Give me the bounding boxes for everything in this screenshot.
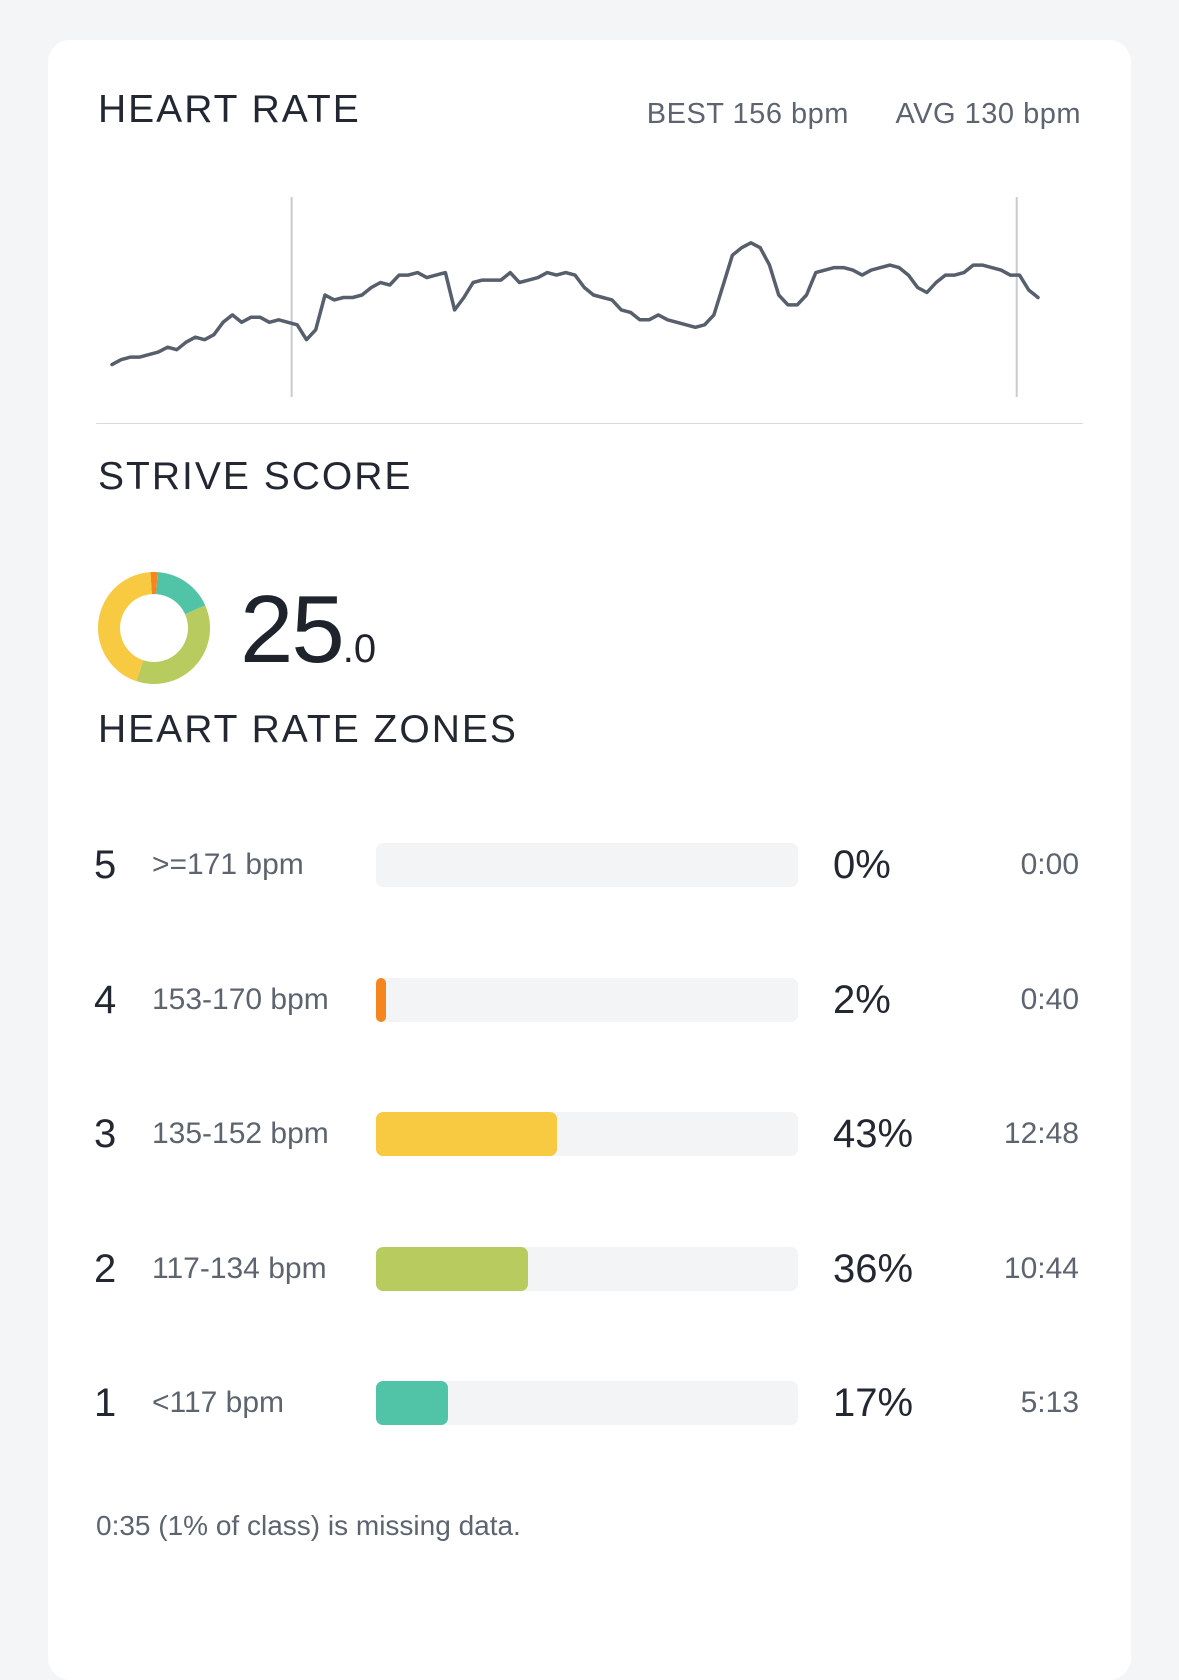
- zone-bar-fill: [376, 1381, 448, 1425]
- zone-bar-track: [376, 843, 798, 887]
- zone-time: 5:13: [1020, 1386, 1079, 1419]
- score-decimal: .0: [342, 627, 377, 671]
- section-divider: [96, 423, 1083, 424]
- best-bpm: BEST 156 bpm: [646, 98, 849, 130]
- zone-bar-track: [376, 1112, 798, 1156]
- zone-row-3: 3 135-152 bpm 43% 12:48: [48, 1104, 1131, 1164]
- zone-time: 0:40: [1020, 983, 1079, 1016]
- score-integer: 25: [240, 576, 345, 683]
- zone-percent: 0%: [833, 843, 891, 887]
- zone-range: 117-134 bpm: [152, 1252, 327, 1285]
- zone-bar-fill: [376, 1112, 557, 1156]
- zone-percent: 17%: [833, 1381, 914, 1425]
- missing-data-note: 0:35 (1% of class) is missing data.: [96, 1510, 521, 1541]
- zone-number: 4: [94, 978, 117, 1022]
- zone-bar-fill: [376, 978, 386, 1022]
- strive-score-title: STRIVE SCORE: [98, 455, 413, 498]
- donut-slice-zone-4: [150, 572, 158, 595]
- heart-rate-chart: [110, 197, 1040, 397]
- zone-range: <117 bpm: [152, 1386, 285, 1419]
- zone-range: 135-152 bpm: [152, 1117, 329, 1150]
- zone-time: 10:44: [1003, 1252, 1079, 1285]
- zone-number: 5: [94, 843, 117, 887]
- zone-row-4: 4 153-170 bpm 2% 0:40: [48, 970, 1131, 1030]
- heart-rate-series-line: [110, 241, 1040, 367]
- zone-number: 2: [94, 1247, 117, 1291]
- zone-percent: 36%: [833, 1247, 914, 1291]
- zone-percent: 2%: [833, 978, 891, 1022]
- zone-number: 3: [94, 1112, 117, 1156]
- zone-bar-fill: [376, 1247, 528, 1291]
- zone-range: >=171 bpm: [152, 848, 304, 881]
- avg-bpm: AVG 130 bpm: [895, 98, 1081, 130]
- donut-slice-zone-3: [98, 572, 152, 682]
- zone-time: 12:48: [1003, 1117, 1079, 1150]
- zone-time: 0:00: [1020, 848, 1079, 881]
- donut-slice-zone-2: [136, 605, 211, 685]
- donut-slice-zone-1: [156, 572, 206, 615]
- zone-bar-track: [376, 1381, 798, 1425]
- zone-percent: 43%: [833, 1112, 914, 1156]
- zone-row-1: 1 <117 bpm 17% 5:13: [48, 1373, 1131, 1433]
- strive-score-donut: [98, 572, 211, 685]
- zone-row-5: 5 >=171 bpm 0% 0:00: [48, 835, 1131, 895]
- heart-rate-stats: BEST 156 bpm AVG 130 bpm: [609, 98, 1081, 131]
- zone-number: 1: [94, 1381, 117, 1425]
- heart-rate-zones-title: HEART RATE ZONES: [98, 708, 518, 751]
- heart-rate-title: HEART RATE: [98, 88, 361, 131]
- zone-bar-track: [376, 1247, 798, 1291]
- zone-bar-track: [376, 978, 798, 1022]
- heart-rate-card: HEART RATE BEST 156 bpm AVG 130 bpm STRI…: [48, 40, 1131, 1680]
- strive-score-value: 25.0: [240, 570, 376, 690]
- zone-row-2: 2 117-134 bpm 36% 10:44: [48, 1239, 1131, 1299]
- zone-range: 153-170 bpm: [152, 983, 329, 1016]
